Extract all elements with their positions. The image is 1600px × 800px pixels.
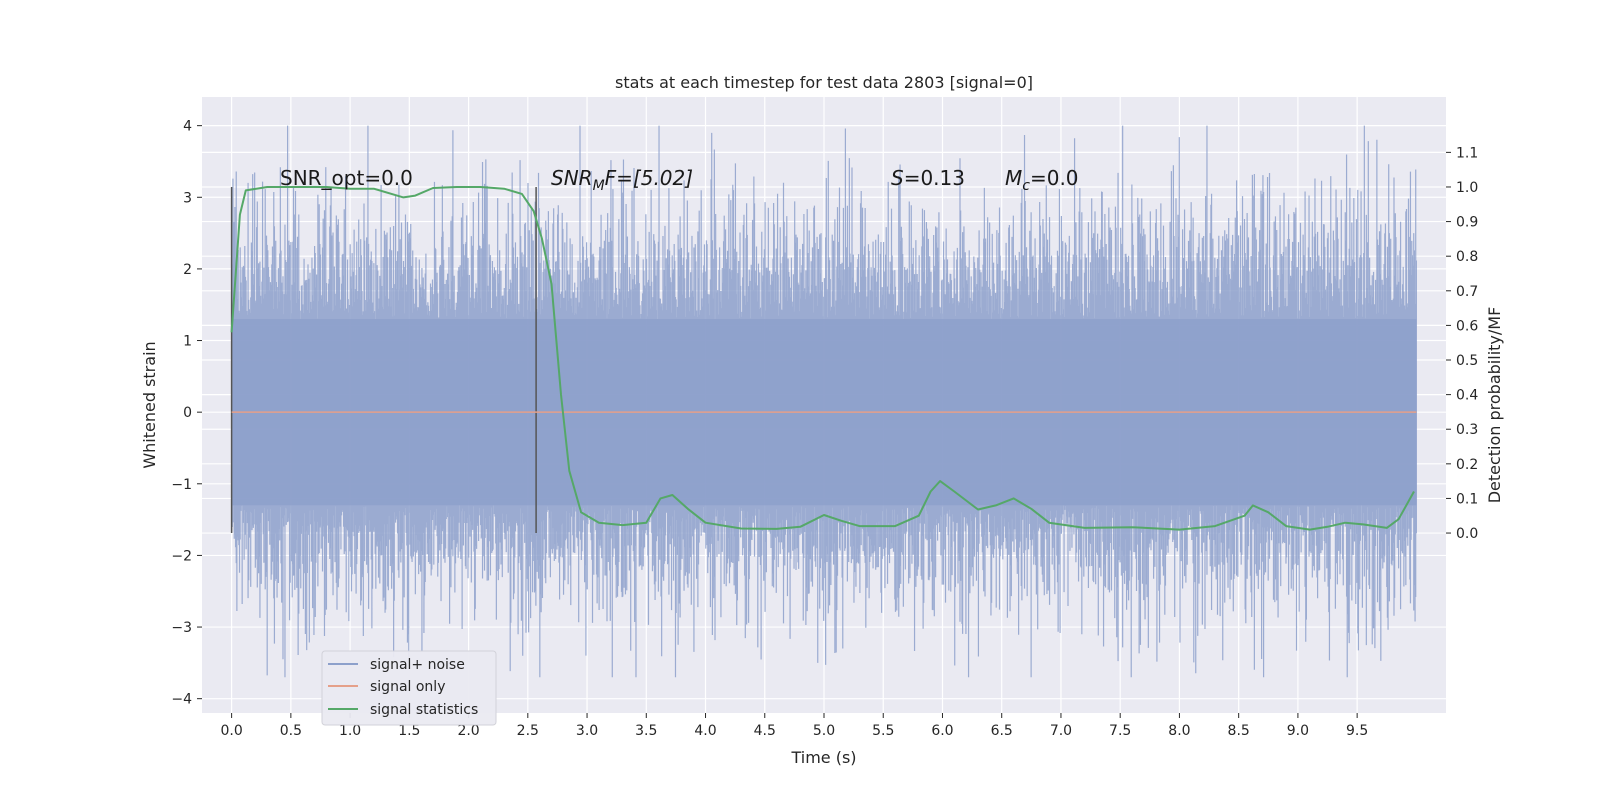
x-tick-label: 9.5 bbox=[1346, 723, 1368, 739]
overlay-series bbox=[230, 186, 1417, 534]
y-tick-label: −1 bbox=[171, 477, 192, 493]
y-tick-label: 4 bbox=[183, 119, 192, 135]
x-tick-label: 2.5 bbox=[517, 723, 539, 739]
y-axis-ticks: −4 −3 −2 −1 0 1 2 3 4 bbox=[171, 119, 202, 708]
legend-label-signal-only: signal only bbox=[370, 679, 445, 695]
x-tick-label: 2.0 bbox=[457, 723, 479, 739]
x-tick-label: 5.5 bbox=[872, 723, 894, 739]
y-tick-label: 3 bbox=[183, 190, 192, 206]
legend-box bbox=[321, 650, 497, 726]
right-tick-label: 0.8 bbox=[1456, 249, 1478, 265]
right-tick-label: 1.1 bbox=[1456, 145, 1478, 161]
annotation-label: Mc=0.0 bbox=[1005, 166, 1079, 194]
right-tick-label: 0.6 bbox=[1456, 318, 1478, 334]
right-tick-label: 0.9 bbox=[1456, 215, 1478, 231]
y-tick-label: 2 bbox=[183, 262, 192, 278]
x-axis-ticks: 0.0 0.5 1.0 1.5 2.0 2.5 3.0 3.5 4.0 4.5 5.0 5.5 6.0 6… bbox=[220, 713, 1368, 739]
x-tick-label: 0.5 bbox=[280, 723, 302, 739]
x-tick-label: 6.0 bbox=[931, 723, 953, 739]
x-tick-label: 4.0 bbox=[694, 723, 716, 739]
right-tick-label: 0.3 bbox=[1456, 422, 1478, 438]
right-tick-label: 0.7 bbox=[1456, 284, 1478, 300]
legend-label-signal-noise: signal+ noise bbox=[370, 657, 465, 673]
right-tick-label: 0.2 bbox=[1456, 457, 1478, 473]
x-axis-label: Time (s) bbox=[790, 748, 856, 767]
annotation-label: S=0.13 bbox=[891, 166, 965, 190]
x-tick-label: 1.0 bbox=[339, 723, 361, 739]
right-axis-label: Detection probability/MF bbox=[1485, 307, 1504, 504]
right-tick-label: 0.5 bbox=[1456, 353, 1478, 369]
x-tick-label: 0.0 bbox=[220, 723, 242, 739]
x-tick-label: 5.0 bbox=[813, 723, 835, 739]
x-tick-label: 1.5 bbox=[398, 723, 420, 739]
x-tick-label: 3.5 bbox=[635, 723, 657, 739]
x-tick-label: 3.0 bbox=[576, 723, 598, 739]
x-tick-label: 8.5 bbox=[1228, 723, 1250, 739]
y-tick-label: −2 bbox=[171, 548, 192, 564]
right-axis-ticks: 0.0 0.1 0.2 0.3 0.4 0.5 0.6 0.7 0.8 0.9 1.0 1.1 bbox=[1446, 145, 1478, 542]
x-tick-label: 6.5 bbox=[991, 723, 1013, 739]
annotation-label: SNR_opt=0.0 bbox=[280, 166, 413, 190]
y-axis-label: Whitened strain bbox=[140, 341, 159, 468]
y-tick-label: −3 bbox=[171, 620, 192, 636]
y-tick-label: −4 bbox=[171, 692, 192, 708]
x-tick-label: 9.0 bbox=[1287, 723, 1309, 739]
x-tick-label: 7.0 bbox=[1050, 723, 1072, 739]
signal-statistics-line bbox=[230, 186, 1415, 531]
y-tick-label: 1 bbox=[183, 334, 192, 350]
x-tick-label: 8.0 bbox=[1168, 723, 1190, 739]
annotation-label: SNRMF=[5.02] bbox=[551, 166, 693, 194]
right-tick-label: 0.1 bbox=[1456, 491, 1478, 507]
chart-title: stats at each timestep for test data 280… bbox=[615, 73, 1033, 92]
legend-label-signal-statistics: signal statistics bbox=[370, 702, 478, 718]
legend: signal+ noise signal only signal statist… bbox=[321, 650, 497, 726]
right-tick-label: 0.4 bbox=[1456, 388, 1478, 404]
annotations: SNR_opt=0.0 SNRMF=[5.02] S=0.13 Mc=0.0 bbox=[280, 166, 1079, 194]
x-tick-label: 4.5 bbox=[754, 723, 776, 739]
x-tick-label: 7.5 bbox=[1109, 723, 1131, 739]
right-tick-label: 1.0 bbox=[1456, 180, 1478, 196]
y-tick-label: 0 bbox=[183, 405, 192, 421]
right-tick-label: 0.0 bbox=[1456, 526, 1478, 542]
